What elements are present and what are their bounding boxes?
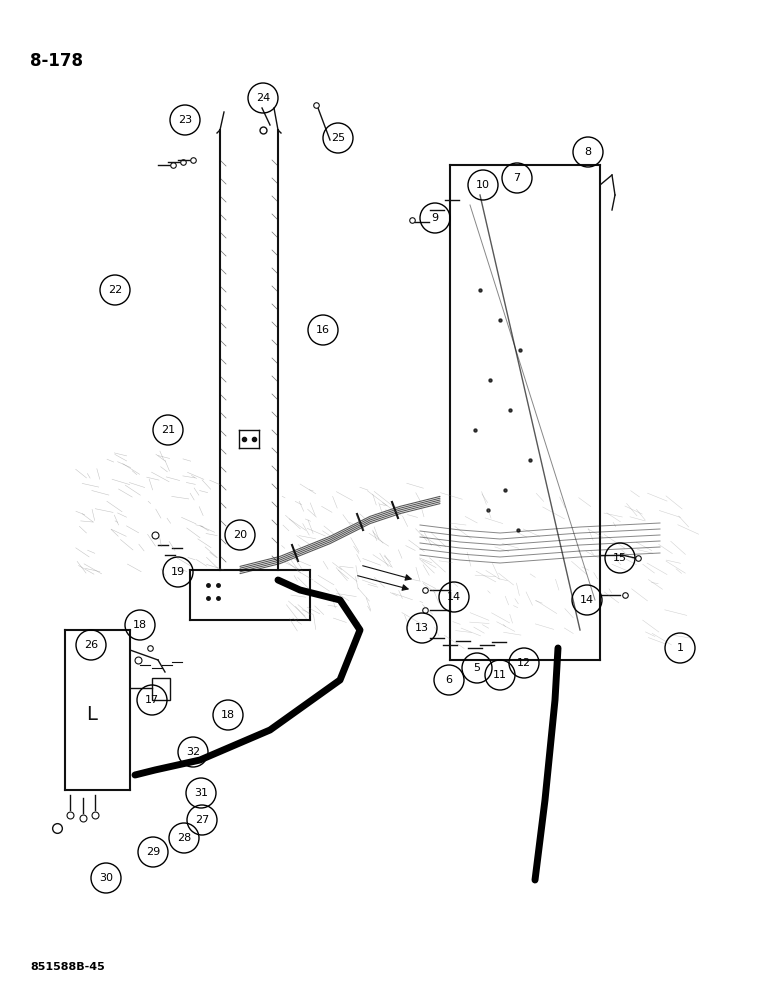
Text: 30: 30	[99, 873, 113, 883]
Text: 8-178: 8-178	[30, 52, 83, 70]
Text: 31: 31	[194, 788, 208, 798]
Text: 1: 1	[676, 643, 683, 653]
Text: 6: 6	[445, 675, 452, 685]
Text: 27: 27	[195, 815, 209, 825]
Text: 24: 24	[256, 93, 270, 103]
Text: 14: 14	[447, 592, 461, 602]
Text: 29: 29	[146, 847, 160, 857]
Text: 16: 16	[316, 325, 330, 335]
Text: 19: 19	[171, 567, 185, 577]
Text: 11: 11	[493, 670, 507, 680]
Text: 17: 17	[145, 695, 159, 705]
Text: 25: 25	[331, 133, 345, 143]
Text: 8: 8	[584, 147, 591, 157]
Text: 7: 7	[513, 173, 520, 183]
Text: L: L	[87, 706, 98, 724]
Text: 28: 28	[177, 833, 191, 843]
Text: 10: 10	[476, 180, 490, 190]
Text: 32: 32	[186, 747, 200, 757]
Text: 21: 21	[161, 425, 175, 435]
Text: 12: 12	[517, 658, 531, 668]
Text: 22: 22	[108, 285, 122, 295]
Text: 20: 20	[233, 530, 247, 540]
Text: 5: 5	[473, 663, 480, 673]
Text: 13: 13	[415, 623, 429, 633]
Text: 18: 18	[133, 620, 147, 630]
Text: 9: 9	[431, 213, 438, 223]
Text: 18: 18	[221, 710, 235, 720]
Text: 26: 26	[84, 640, 98, 650]
Text: 14: 14	[580, 595, 594, 605]
Text: 15: 15	[613, 553, 627, 563]
Text: 851588B-45: 851588B-45	[30, 962, 105, 972]
Text: 23: 23	[178, 115, 192, 125]
